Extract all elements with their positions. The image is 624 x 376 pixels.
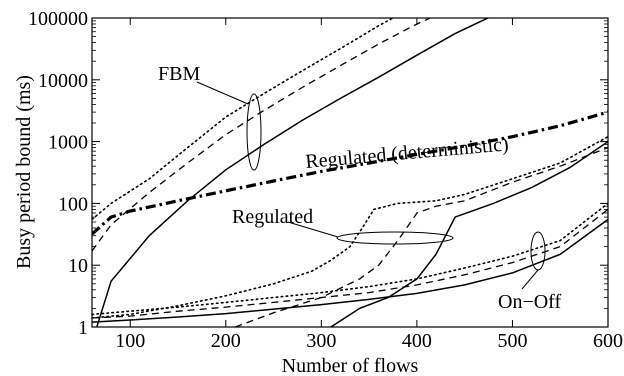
series-line-fbm-dashed <box>92 18 432 252</box>
annotation-regulated-deterministic: Regulated (deterministic) <box>305 133 510 173</box>
onoff-ellipse <box>530 231 546 271</box>
series-line-regulated-dashed <box>235 146 608 327</box>
regulated-leader <box>287 221 339 238</box>
onoff-leader <box>521 269 539 290</box>
annotation-on-off: On−Off <box>498 291 561 313</box>
y-tick-label: 1000 <box>48 132 88 154</box>
x-tick-label: 200 <box>211 330 241 352</box>
fbm-leader <box>196 81 249 105</box>
x-tick-label: 500 <box>497 330 527 352</box>
annotation-regulated: Regulated <box>232 206 313 228</box>
y-tick-label: 10 <box>68 255 88 277</box>
x-tick-label: 100 <box>115 330 145 352</box>
series-layer <box>92 18 608 327</box>
annotation-fbm: FBM <box>158 63 200 85</box>
y-tick-label: 10000 <box>38 70 88 92</box>
y-axis-label: Busy period bound (ms) <box>13 75 35 269</box>
series-line-fbm-dotted <box>92 18 395 221</box>
y-tick-label: 100 <box>58 193 88 215</box>
y-tick-label: 100000 <box>28 8 88 30</box>
x-tick-label: 400 <box>402 330 432 352</box>
series-line-regulated-dotted <box>92 135 608 319</box>
series-line-regulated-solid <box>330 140 608 327</box>
x-tick-label: 300 <box>306 330 336 352</box>
plot-frame <box>91 17 609 328</box>
axis-ticks: 100 200 300 400 500 600 1 10 100 1000 10000 100000 <box>28 8 623 352</box>
fbm-ellipse <box>246 93 262 171</box>
series-line-on-off-solid <box>92 218 608 323</box>
regulated-ellipse <box>336 231 454 245</box>
x-tick-label: 600 <box>593 330 623 352</box>
series-line-on-off-dashed <box>92 208 608 319</box>
y-tick-label: 1 <box>78 317 88 339</box>
x-axis-label: Number of flows <box>282 355 419 376</box>
series-line-on-off-dotted <box>92 202 608 316</box>
series-line-regulated-deterministic--dashdot <box>92 110 608 236</box>
series-line-fbm-solid <box>96 18 490 327</box>
